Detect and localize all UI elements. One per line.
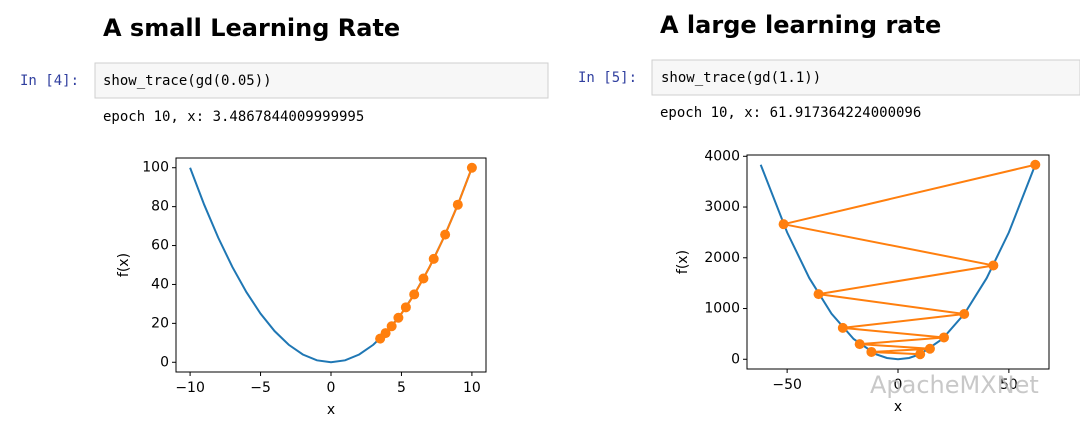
heading: A small Learning Rate xyxy=(103,14,400,42)
x-tick-label: −10 xyxy=(175,380,205,396)
point xyxy=(452,199,463,210)
point xyxy=(1030,159,1041,170)
y-tick-label: 100 xyxy=(142,160,169,176)
plot-frame xyxy=(175,157,487,373)
point xyxy=(400,302,411,313)
y-tick-label: 60 xyxy=(151,238,169,254)
x-tick-label: 0 xyxy=(894,377,903,393)
point xyxy=(938,332,949,343)
y-tick-label: 2000 xyxy=(704,250,740,266)
heading: A large learning rate xyxy=(660,11,941,39)
y-tick-label: 0 xyxy=(731,351,740,367)
y-tick-label: 20 xyxy=(151,315,169,331)
point xyxy=(778,219,789,230)
point xyxy=(386,321,397,332)
y-tick-label: 80 xyxy=(151,199,169,215)
output: epoch 10, x: 61.917364224000096 xyxy=(660,105,921,121)
code-cell[interactable] xyxy=(94,62,549,99)
point xyxy=(466,162,477,173)
series-line xyxy=(783,163,1036,356)
code: show_trace(gd(1.1)) xyxy=(661,70,821,86)
point xyxy=(418,273,429,284)
point xyxy=(375,333,386,344)
point xyxy=(428,253,439,264)
x-axis-label: x xyxy=(327,402,335,418)
code-cell[interactable] xyxy=(651,59,1080,96)
y-tick-label: 1000 xyxy=(704,301,740,317)
point xyxy=(854,339,865,350)
prompt: In [5]: xyxy=(578,70,637,86)
y-axis-label: f(x) xyxy=(675,250,691,274)
output: epoch 10, x: 3.4867844009999995 xyxy=(103,109,364,125)
x-tick-label: 50 xyxy=(1000,377,1018,393)
point xyxy=(393,312,404,323)
point xyxy=(988,260,999,271)
point xyxy=(924,343,935,354)
prompt: In [4]: xyxy=(20,73,79,89)
y-tick-label: 4000 xyxy=(704,148,740,164)
point xyxy=(866,346,877,357)
point xyxy=(813,289,824,300)
y-axis-label: f(x) xyxy=(116,253,132,277)
x-axis-label: x xyxy=(894,399,902,415)
series-line xyxy=(379,167,473,340)
x-tick-label: 5 xyxy=(397,380,406,396)
x-tick-label: −5 xyxy=(250,380,271,396)
y-tick-label: 0 xyxy=(160,354,169,370)
point xyxy=(440,229,451,240)
watermark: ApacheMXNet xyxy=(870,371,1039,399)
point xyxy=(915,349,926,360)
y-tick-label: 40 xyxy=(151,276,169,292)
x-tick-label: 10 xyxy=(463,380,481,396)
point xyxy=(837,322,848,333)
x-tick-label: 0 xyxy=(327,380,336,396)
code: show_trace(gd(0.05)) xyxy=(103,73,272,89)
point xyxy=(409,289,420,300)
x-tick-label: −50 xyxy=(772,377,802,393)
point xyxy=(959,309,970,320)
y-tick-label: 3000 xyxy=(704,199,740,215)
plot-frame xyxy=(746,154,1050,370)
